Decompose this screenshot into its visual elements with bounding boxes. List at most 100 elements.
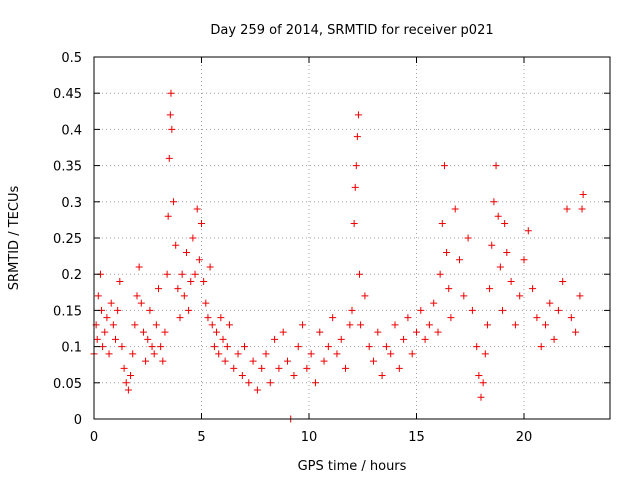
data-point bbox=[460, 292, 468, 300]
data-point bbox=[200, 277, 208, 285]
data-point bbox=[486, 285, 494, 293]
data-point bbox=[579, 191, 587, 199]
data-point bbox=[266, 379, 274, 387]
data-point bbox=[139, 328, 147, 336]
data-point bbox=[374, 328, 382, 336]
y-tick-label: 0.45 bbox=[53, 87, 82, 102]
data-point bbox=[576, 292, 584, 300]
data-point bbox=[440, 162, 448, 170]
y-tick-label: 0.05 bbox=[53, 377, 82, 392]
data-point bbox=[170, 198, 178, 206]
x-axis-label: GPS time / hours bbox=[298, 459, 407, 474]
grid bbox=[94, 57, 610, 419]
data-point bbox=[499, 306, 506, 314]
data-point bbox=[408, 350, 416, 358]
data-point bbox=[483, 321, 491, 329]
data-point bbox=[559, 277, 567, 285]
data-point bbox=[168, 125, 176, 133]
data-point bbox=[284, 357, 291, 365]
data-point bbox=[533, 314, 541, 322]
data-point bbox=[271, 335, 279, 343]
data-point bbox=[163, 270, 171, 278]
data-point bbox=[178, 270, 186, 278]
data-point bbox=[258, 364, 266, 372]
data-point bbox=[365, 343, 373, 351]
data-point bbox=[241, 343, 248, 351]
data-point bbox=[320, 357, 328, 365]
data-point bbox=[395, 364, 403, 372]
data-point bbox=[468, 306, 476, 314]
axis-ticks bbox=[93, 56, 610, 420]
x-tick-label: 20 bbox=[516, 430, 533, 445]
data-point bbox=[164, 212, 172, 220]
data-point bbox=[167, 89, 175, 97]
data-point bbox=[542, 321, 549, 329]
data-point bbox=[501, 220, 509, 228]
data-point bbox=[120, 364, 128, 372]
data-point bbox=[391, 321, 399, 329]
data-point bbox=[129, 350, 137, 358]
data-point bbox=[275, 364, 283, 372]
data-point bbox=[329, 314, 337, 322]
data-point bbox=[443, 248, 451, 256]
data-point bbox=[107, 299, 115, 307]
data-points bbox=[90, 89, 587, 423]
data-point bbox=[563, 205, 571, 213]
data-point bbox=[378, 372, 386, 380]
data-point bbox=[262, 350, 270, 358]
data-point bbox=[118, 343, 126, 351]
y-tick-label: 0.35 bbox=[53, 160, 82, 175]
data-point bbox=[116, 277, 124, 285]
data-point bbox=[182, 248, 190, 256]
data-point bbox=[187, 277, 195, 285]
data-point bbox=[202, 299, 210, 307]
data-point bbox=[279, 328, 287, 336]
data-point bbox=[490, 198, 498, 206]
chart-title: Day 259 of 2014, SRMTID for receiver p02… bbox=[210, 23, 493, 38]
data-point bbox=[413, 328, 420, 336]
data-point bbox=[311, 379, 319, 387]
data-point bbox=[488, 241, 496, 249]
data-point bbox=[430, 299, 438, 307]
data-point bbox=[234, 350, 242, 358]
data-point bbox=[193, 205, 201, 213]
data-point bbox=[155, 285, 162, 293]
data-point bbox=[294, 343, 302, 351]
data-point bbox=[245, 379, 253, 387]
data-point bbox=[494, 212, 502, 220]
data-point bbox=[137, 299, 145, 307]
data-point bbox=[361, 292, 369, 300]
data-point bbox=[217, 314, 225, 322]
data-point bbox=[492, 162, 500, 170]
y-tick-label: 0 bbox=[74, 413, 82, 428]
data-point bbox=[511, 321, 519, 329]
y-tick-label: 0.3 bbox=[61, 196, 82, 211]
data-point bbox=[351, 183, 359, 191]
data-point bbox=[382, 343, 390, 351]
data-point bbox=[157, 343, 165, 351]
data-point bbox=[94, 292, 102, 300]
data-point bbox=[438, 220, 446, 228]
data-point bbox=[221, 357, 229, 365]
data-point bbox=[496, 263, 504, 271]
data-point bbox=[180, 292, 188, 300]
y-tick-label: 0.4 bbox=[61, 123, 82, 138]
data-point bbox=[238, 372, 246, 380]
data-point bbox=[124, 386, 132, 394]
data-point bbox=[353, 133, 361, 141]
data-point bbox=[516, 292, 524, 300]
data-point bbox=[219, 335, 227, 343]
x-tick-label: 5 bbox=[197, 430, 205, 445]
data-point bbox=[249, 357, 257, 365]
data-point bbox=[400, 335, 408, 343]
data-point bbox=[350, 220, 358, 228]
data-point bbox=[127, 372, 135, 380]
data-point bbox=[324, 343, 332, 351]
data-point bbox=[337, 335, 345, 343]
data-point bbox=[572, 328, 580, 336]
data-point bbox=[146, 306, 154, 314]
x-tick-label: 0 bbox=[90, 430, 98, 445]
data-point bbox=[142, 357, 150, 365]
data-point bbox=[348, 306, 356, 314]
